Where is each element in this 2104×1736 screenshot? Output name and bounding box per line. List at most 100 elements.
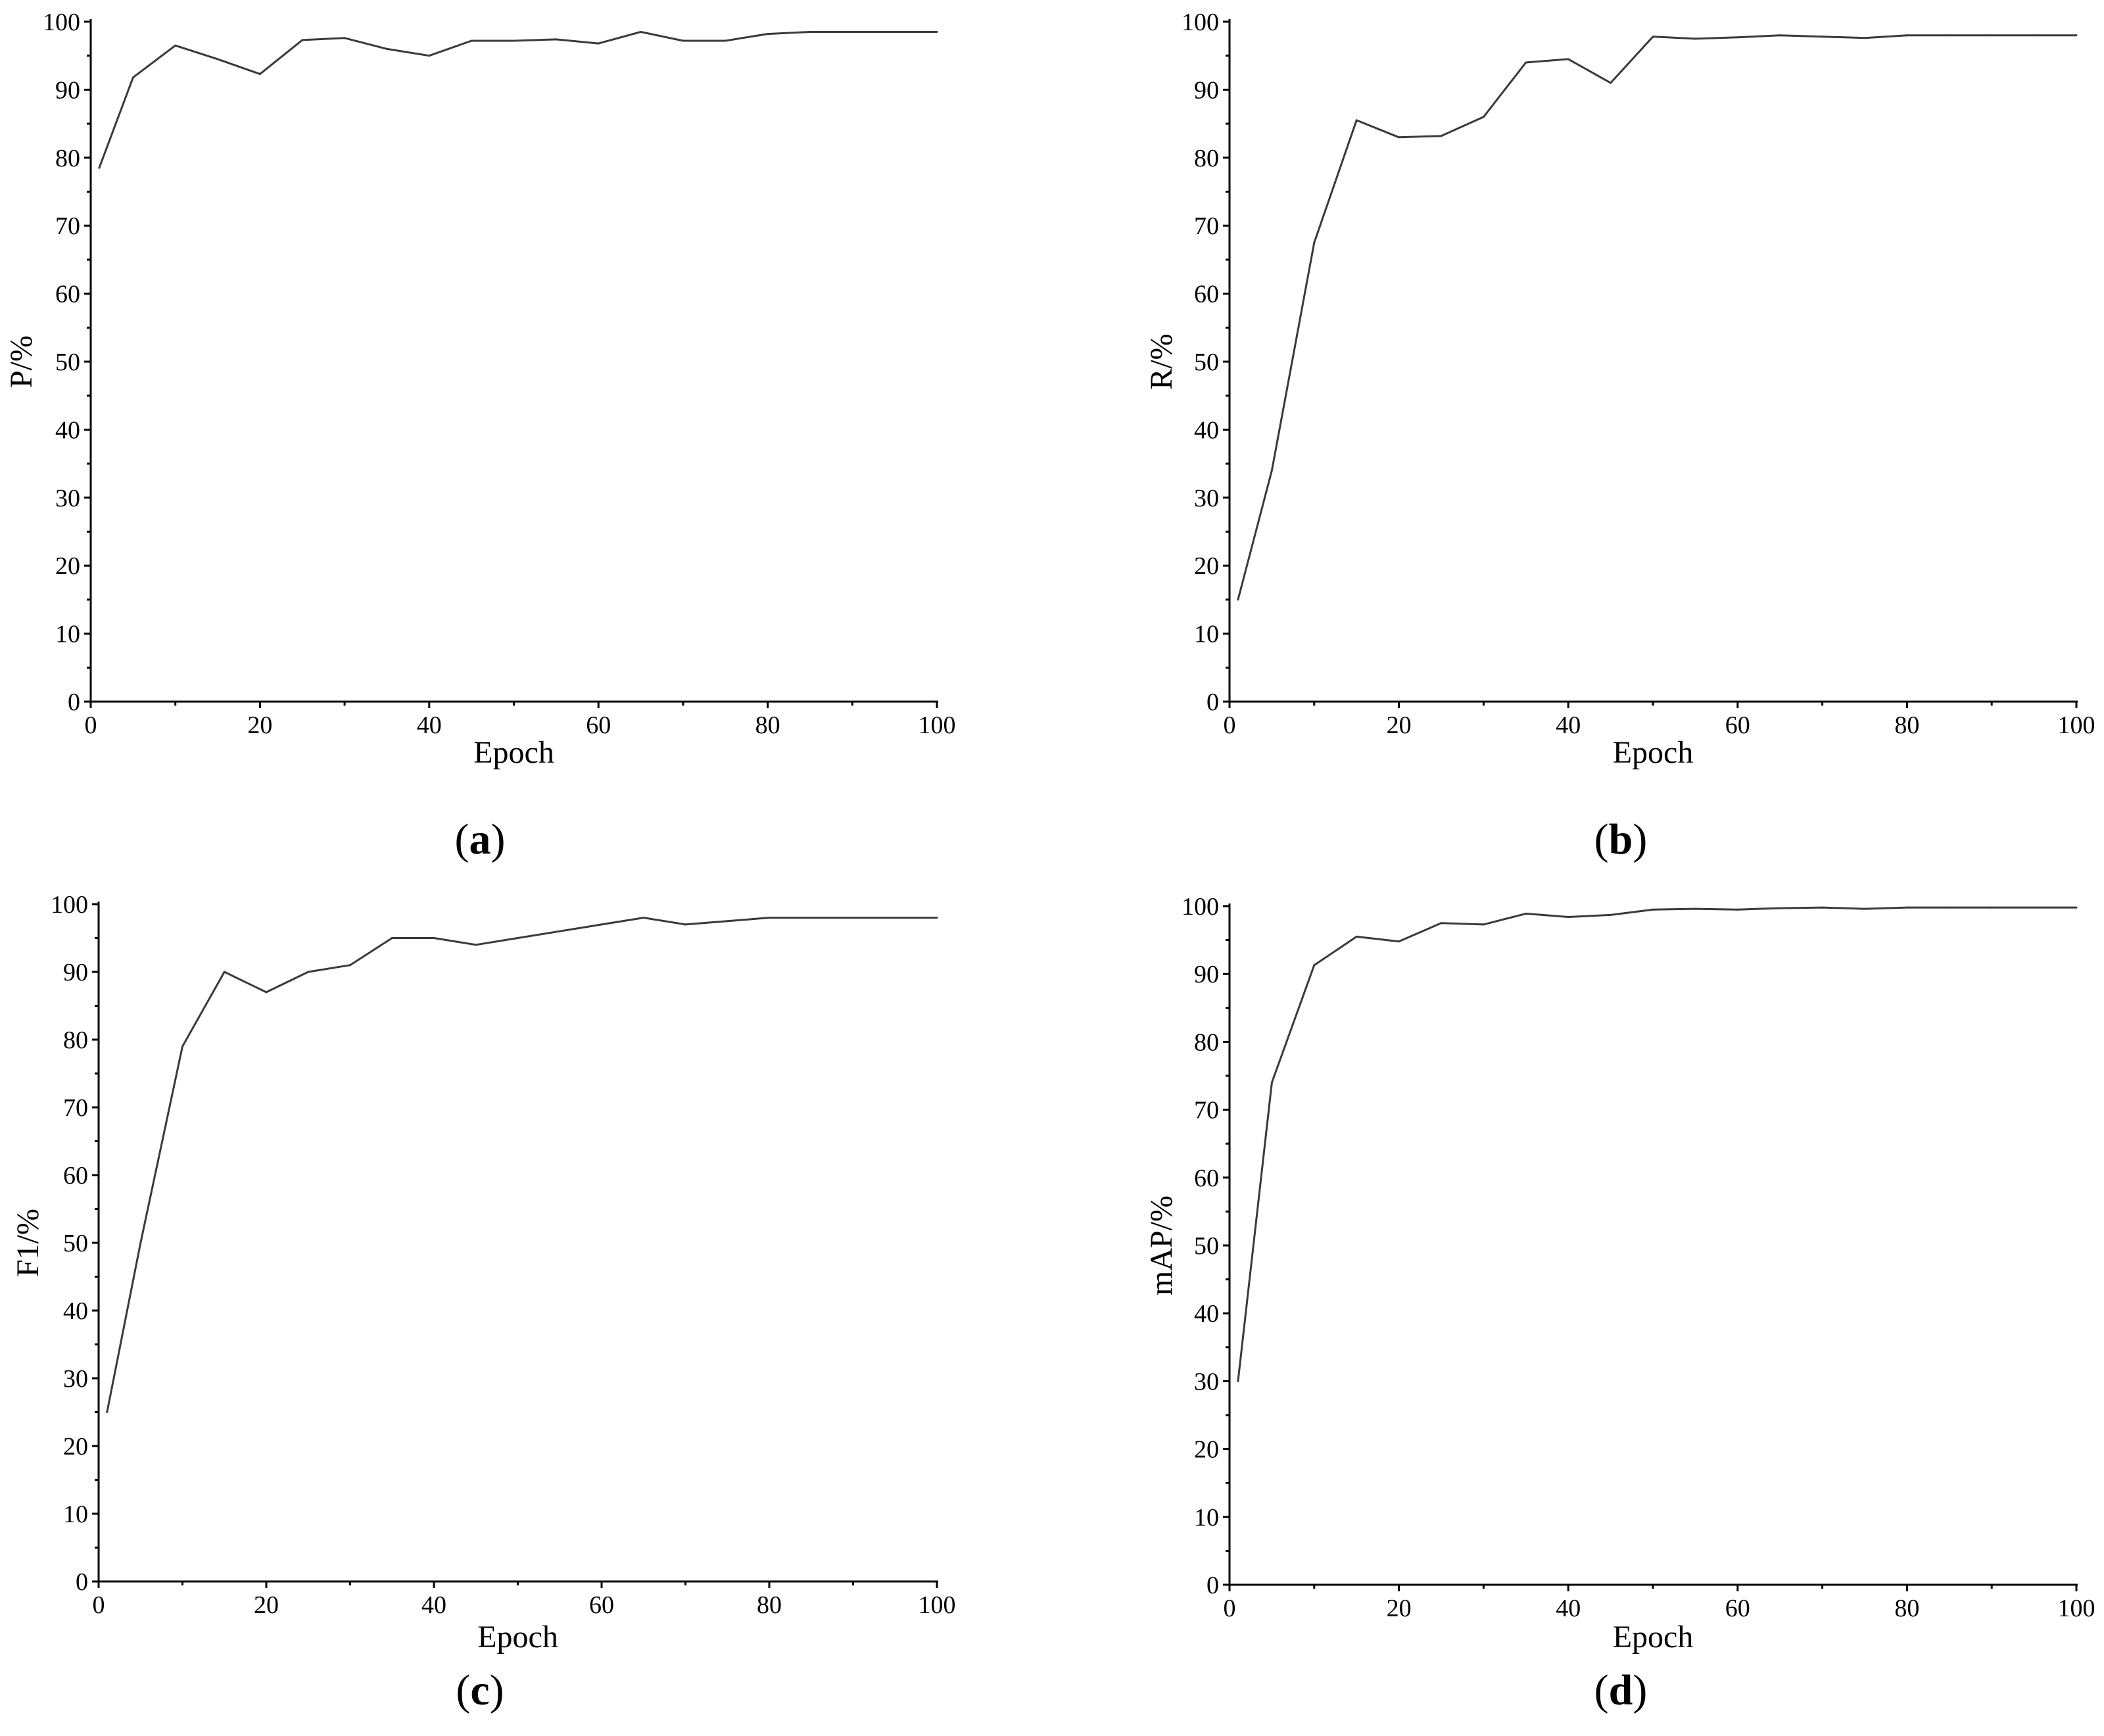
x-axis-label: Epoch	[1613, 735, 1694, 770]
data-point	[1652, 908, 1654, 911]
data-point	[349, 964, 351, 967]
caption-open-paren: (	[1594, 1666, 1609, 1714]
data-point	[2075, 34, 2078, 37]
x-tick-label: 20	[1387, 711, 1412, 739]
y-tick-label: 20	[1194, 552, 1219, 580]
panel-caption-c: (c)	[456, 1666, 504, 1714]
panel-caption-a: (a)	[455, 815, 506, 863]
data-point	[258, 73, 261, 76]
panel-caption-d: (d)	[1594, 1666, 1648, 1714]
y-tick-label: 80	[1194, 145, 1219, 172]
data-point	[181, 1045, 183, 1048]
x-tick-label: 60	[1725, 711, 1750, 739]
chart-panel-b: 0 10 20 30 40 50 60 70 80 90 100 0 20 40 60 80 100 Epoch R…	[1144, 9, 2095, 863]
data-point	[1694, 907, 1696, 910]
y-tick-label: 70	[55, 212, 80, 240]
y-axis-label: F1/%	[11, 1209, 45, 1277]
y-tick-label: 10	[55, 621, 80, 648]
data-point	[386, 47, 388, 50]
data-point	[894, 917, 896, 919]
x-tick-label: 100	[2058, 1595, 2095, 1622]
x-tick-label: 40	[421, 1591, 446, 1619]
data-point	[768, 917, 771, 919]
y-tick-label: 30	[55, 485, 80, 512]
y-tick-label: 0	[1207, 1572, 1219, 1599]
x-tick-label: 20	[1387, 1595, 1412, 1622]
y-tick-label: 0	[1207, 688, 1219, 716]
y-tick-label: 60	[1194, 281, 1219, 308]
data-point	[517, 937, 519, 939]
data-point	[809, 31, 811, 33]
y-tick-label: 10	[1194, 621, 1219, 648]
y-axis-label: R/%	[1144, 333, 1179, 389]
y-tick-label: 70	[63, 1094, 88, 1122]
data-point	[428, 55, 431, 57]
data-point	[810, 917, 813, 919]
caption-letter: b	[1609, 815, 1633, 863]
data-point	[1610, 82, 1612, 84]
data-point	[1313, 964, 1316, 967]
y-tick-label: 10	[63, 1501, 88, 1528]
caption-letter: c	[470, 1666, 489, 1714]
y-tick-label: 100	[1182, 9, 1219, 36]
data-point	[1525, 61, 1527, 64]
data-point	[470, 39, 473, 42]
data-point	[433, 937, 435, 939]
panel-caption-b: (b)	[1594, 815, 1648, 863]
y-tick-label: 40	[1194, 416, 1219, 444]
chart-panel-a: 0 10 20 30 40 50 60 70 80 90 100 0 20 40 60 80 100 Epoch P…	[4, 9, 956, 863]
data-point	[642, 917, 645, 919]
y-tick-label: 100	[51, 891, 88, 919]
data-point	[724, 39, 727, 42]
data-point	[852, 917, 854, 919]
data-point	[1736, 908, 1739, 911]
data-point	[1948, 34, 1951, 37]
y-tick-label: 90	[1194, 76, 1219, 104]
data-point	[301, 39, 304, 41]
x-tick-label: 80	[1894, 711, 1919, 739]
x-tick-label: 60	[589, 1591, 614, 1619]
data-point	[1694, 37, 1696, 40]
data-point	[132, 76, 134, 79]
y-tick-label: 30	[1194, 485, 1219, 512]
data-point	[1440, 135, 1443, 137]
y-tick-label: 20	[63, 1433, 88, 1460]
data-point	[894, 31, 896, 33]
x-tick-label: 40	[1556, 711, 1581, 739]
x-tick-label: 60	[586, 711, 611, 739]
y-tick-label: 60	[1194, 1165, 1219, 1192]
data-point	[936, 31, 938, 33]
x-tick-label: 40	[417, 711, 442, 739]
x-axis-label: Epoch	[477, 1620, 558, 1654]
data-point	[1990, 906, 1993, 909]
data-point	[1482, 116, 1485, 118]
data-point	[216, 58, 219, 60]
data-point	[851, 31, 853, 33]
x-axis-label: Epoch	[473, 735, 554, 770]
data-point	[555, 38, 558, 41]
y-axis-label: P/%	[4, 335, 39, 388]
y-tick-label: 100	[43, 9, 80, 36]
x-tick-label: 20	[254, 1591, 279, 1619]
data-point	[1821, 906, 1824, 909]
caption-open-paren: (	[455, 815, 469, 863]
x-tick-label: 80	[1894, 1595, 1919, 1622]
y-tick-label: 70	[1194, 212, 1219, 240]
data-point	[1355, 935, 1358, 938]
data-point	[1779, 907, 1781, 909]
x-tick-label: 80	[755, 711, 780, 739]
y-tick-label: 50	[1194, 1232, 1219, 1260]
caption-close-paren: )	[491, 815, 506, 863]
y-tick-label: 80	[63, 1026, 88, 1054]
data-point	[343, 37, 346, 39]
x-tick-label: 0	[85, 711, 97, 739]
data-point	[597, 42, 600, 45]
data-point	[1905, 906, 1908, 909]
y-tick-label: 50	[55, 349, 80, 376]
caption-close-paren: )	[1633, 815, 1647, 863]
x-tick-label: 100	[2058, 711, 2095, 739]
data-point	[1270, 469, 1273, 471]
data-point	[1821, 36, 1824, 38]
x-tick-label: 40	[1556, 1595, 1581, 1622]
data-point	[475, 944, 477, 946]
